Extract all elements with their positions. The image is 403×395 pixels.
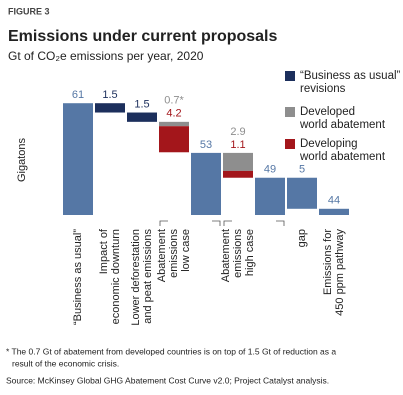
bar [63,103,93,215]
x-tick-label: emissions [232,229,244,278]
legend-label: Developed world abatement [300,106,386,131]
figure-label: FIGURE 3 [8,6,50,16]
legend-item: Developing world abatement [285,138,385,164]
legend-item: Developed world abatement [285,106,385,132]
footnote: * The 0.7 Gt of abatement from developed… [6,346,336,356]
x-tick-label: high case [244,229,256,276]
value-label: 61 [72,89,84,101]
value-label: 4.2 [166,108,181,120]
bar-segment [127,112,157,122]
x-tick-label: gap [296,229,308,247]
value-label: 0.7* [164,95,184,107]
x-tick-label: 450 ppm pathway [334,229,346,316]
value-label: 1.5 [102,89,117,101]
legend-swatch [285,107,295,117]
bar [287,177,317,209]
source: Source: McKinsey Global GHG Abatement Co… [6,375,329,385]
bar-segment [223,152,253,171]
y-axis-label: Gigatons [16,137,28,182]
bar-segment [159,121,189,127]
x-tick-label: economic downturn [110,229,122,324]
value-label: 49 [264,164,276,176]
x-tick-label: Abatement [156,229,168,282]
x-tick-label: low case [180,229,192,272]
value-label: 1.5 [134,98,149,110]
bar-segment [159,126,189,153]
legend-swatch [285,139,295,149]
footnote: result of the economic crisis. [12,358,119,368]
bar-segment [95,103,125,113]
bar-segment [223,170,253,178]
value-label: 5 [299,164,305,176]
chart-subtitle: Gt of CO₂e emissions per year, 2020 [8,49,204,63]
x-tick-label: Emissions for [322,229,334,295]
chart-title: Emissions under current proposals [8,28,278,45]
legend-label: “Business as usual” revisions [300,70,401,95]
x-tick-label: Lower deforestation [130,229,142,326]
legend-item: “Business as usual” revisions [285,70,400,96]
bracket [223,220,285,226]
value-label: 44 [328,195,340,207]
value-label: 53 [200,139,212,151]
legend-swatch [285,71,295,81]
legend-label: Developing world abatement [300,138,386,163]
bar [255,177,285,215]
x-tick-label: Abatement [220,229,232,282]
x-tick-label: emissions [168,229,180,278]
bracket [159,220,221,226]
bar [191,152,221,215]
value-label: 2.9 [230,126,245,138]
value-label: 1.1 [230,139,245,151]
bar [319,208,349,215]
x-tick-label: and peat emissions [142,229,154,324]
x-tick-label: “Business as usual” [72,229,84,325]
x-tick-label: Impact of [98,228,110,274]
